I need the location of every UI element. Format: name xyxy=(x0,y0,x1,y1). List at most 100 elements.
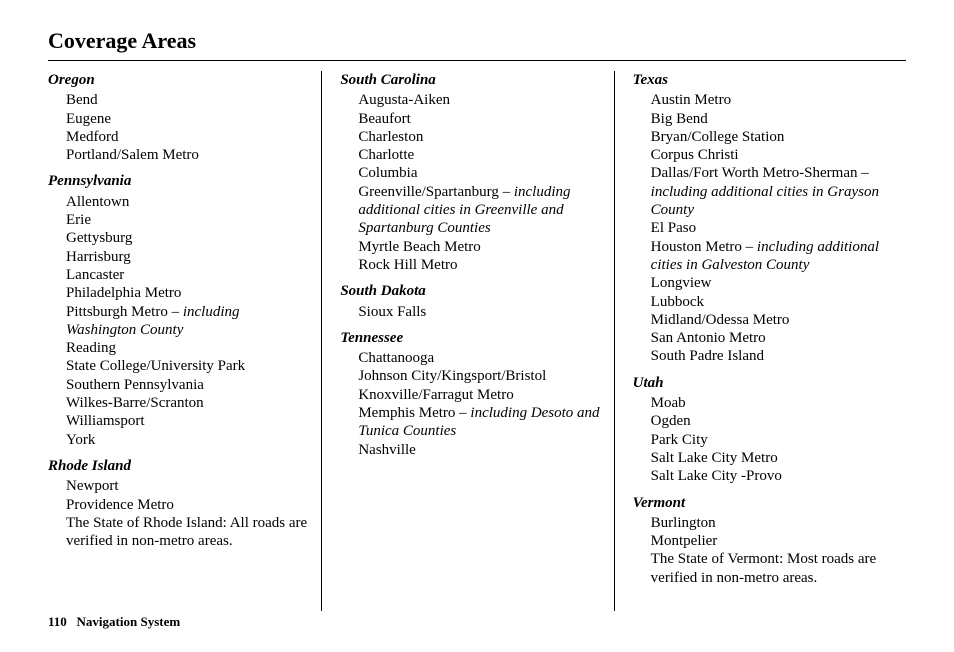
city-text: Memphis Metro xyxy=(358,405,459,421)
city-text: Park City xyxy=(651,432,708,448)
city-text: Providence Metro xyxy=(66,497,174,513)
city-list: AllentownErieGettysburgHarrisburgLancast… xyxy=(48,193,311,449)
city-list: Burlington Montpelier The State of Vermont… xyxy=(633,514,896,587)
city-line: San Antonio Metro xyxy=(651,329,896,347)
city-line: Moab xyxy=(651,394,896,412)
city-text: Moab xyxy=(651,395,686,411)
city-text: Myrtle Beach Metro xyxy=(358,239,480,255)
city-line: Charlotte xyxy=(358,146,603,164)
city-line: Austin Metro xyxy=(651,91,896,109)
city-text: Eugene xyxy=(66,111,111,127)
city-line: Eugene xyxy=(66,110,311,128)
city-text: The State of Vermont: Most roads are ver… xyxy=(651,551,877,585)
state-name: Tennessee xyxy=(340,329,603,347)
city-text: Newport xyxy=(66,478,119,494)
city-line: Midland/Odessa Metro xyxy=(651,311,896,329)
city-line: State College/University Park xyxy=(66,357,311,375)
city-text: Harrisburg xyxy=(66,249,131,265)
city-line: Lubbock xyxy=(651,293,896,311)
city-line: Bryan/College Station xyxy=(651,128,896,146)
city-list: Bend Eugene Medford Portland/Salem Metro xyxy=(48,91,311,164)
city-text: Erie xyxy=(66,212,91,228)
city-list: Sioux Falls xyxy=(340,303,603,321)
state-block: Tennessee ChattanoogaJohnson City/Kingspo… xyxy=(340,329,603,459)
city-text: Pittsburgh Metro xyxy=(66,304,172,320)
city-line: Ogden xyxy=(651,412,896,430)
city-text: Philadelphia Metro xyxy=(66,285,181,301)
city-line: Longview xyxy=(651,274,896,292)
city-line: Montpelier xyxy=(651,532,896,550)
city-text: South Padre Island xyxy=(651,348,764,364)
state-name: South Carolina xyxy=(340,71,603,89)
state-name: Pennsylvania xyxy=(48,172,311,190)
state-name: Texas xyxy=(633,71,896,89)
column: South CarolinaAugusta-AikenBeaufortCharl… xyxy=(321,71,613,611)
city-line: Myrtle Beach Metro xyxy=(358,238,603,256)
state-block: Rhode IslandNewportProvidence MetroThe S… xyxy=(48,457,311,550)
city-text: Williamsport xyxy=(66,413,145,429)
city-line: Philadelphia Metro xyxy=(66,284,311,302)
city-line: Houston Metro – including additional cit… xyxy=(651,238,896,275)
city-text: Charleston xyxy=(358,129,423,145)
city-line: Williamsport xyxy=(66,412,311,430)
city-line: Harrisburg xyxy=(66,248,311,266)
city-text: Midland/Odessa Metro xyxy=(651,312,790,328)
city-list: Augusta-AikenBeaufortCharlestonCharlotte… xyxy=(340,91,603,274)
city-text: Austin Metro xyxy=(651,92,731,108)
city-text: York xyxy=(66,432,95,448)
state-block: South CarolinaAugusta-AikenBeaufortCharl… xyxy=(340,71,603,274)
state-block: Oregon Bend Eugene Medford Portland/Salem Me… xyxy=(48,71,311,164)
city-text: San Antonio Metro xyxy=(651,330,766,346)
dash: – xyxy=(861,165,869,181)
city-line: Salt Lake City Metro xyxy=(651,449,896,467)
city-text: Bryan/College Station xyxy=(651,129,785,145)
state-name: Vermont xyxy=(633,494,896,512)
city-line: Johnson City/Kingsport/Bristol xyxy=(358,367,603,385)
city-line: Newport xyxy=(66,477,311,495)
dash: – xyxy=(746,239,757,255)
city-text: Ogden xyxy=(651,413,691,429)
city-line: Lancaster xyxy=(66,266,311,284)
page-title: Coverage Areas xyxy=(48,28,906,54)
city-text: Chattanooga xyxy=(358,350,434,366)
city-line: Charleston xyxy=(358,128,603,146)
city-text: Greenville/Spartanburg xyxy=(358,184,502,200)
city-text: Allentown xyxy=(66,194,129,210)
city-note: including additional cities in Grayson C… xyxy=(651,184,879,218)
city-text: Big Bend xyxy=(651,111,708,127)
city-text: Montpelier xyxy=(651,533,718,549)
city-line: Rock Hill Metro xyxy=(358,256,603,274)
city-text: Corpus Christi xyxy=(651,147,739,163)
city-text: Beaufort xyxy=(358,111,410,127)
city-text: State College/University Park xyxy=(66,358,245,374)
city-text: Medford xyxy=(66,129,119,145)
city-line: Portland/Salem Metro xyxy=(66,146,311,164)
city-line: Wilkes-Barre/Scranton xyxy=(66,394,311,412)
city-text: Lancaster xyxy=(66,267,124,283)
city-line: Sioux Falls xyxy=(358,303,603,321)
city-list: MoabOgdenPark CitySalt Lake City MetroSa… xyxy=(633,394,896,485)
city-list: Newport Providence Metro The State of Rhod… xyxy=(48,477,311,550)
city-line: Columbia xyxy=(358,164,603,182)
city-line: Southern Pennsylvania xyxy=(66,376,311,394)
city-line: Chattanooga xyxy=(358,349,603,367)
city-line: Nashville xyxy=(358,441,603,459)
city-text: Lubbock xyxy=(651,294,704,310)
city-line: Beaufort xyxy=(358,110,603,128)
state-name: Oregon xyxy=(48,71,311,89)
column: Texas Austin Metro Big Bend Bryan/College S… xyxy=(614,71,906,611)
city-text: Burlington xyxy=(651,515,716,531)
city-text: Columbia xyxy=(358,165,417,181)
city-text: Dallas/Fort Worth Metro-Sherman xyxy=(651,165,862,181)
state-block: PennsylvaniaAllentownErieGettysburgHarri… xyxy=(48,172,311,448)
city-text: Portland/Salem Metro xyxy=(66,147,199,163)
city-line: Providence Metro xyxy=(66,496,311,514)
dash: – xyxy=(459,405,470,421)
state-name: South Dakota xyxy=(340,282,603,300)
city-text: Rock Hill Metro xyxy=(358,257,457,273)
city-text: The State of Rhode Island: All roads are… xyxy=(66,515,307,549)
city-line: Dallas/Fort Worth Metro-Sherman – includ… xyxy=(651,164,896,219)
city-text: Southern Pennsylvania xyxy=(66,377,204,393)
city-line: Bend xyxy=(66,91,311,109)
city-list: ChattanoogaJohnson City/Kingsport/Bristo… xyxy=(340,349,603,459)
